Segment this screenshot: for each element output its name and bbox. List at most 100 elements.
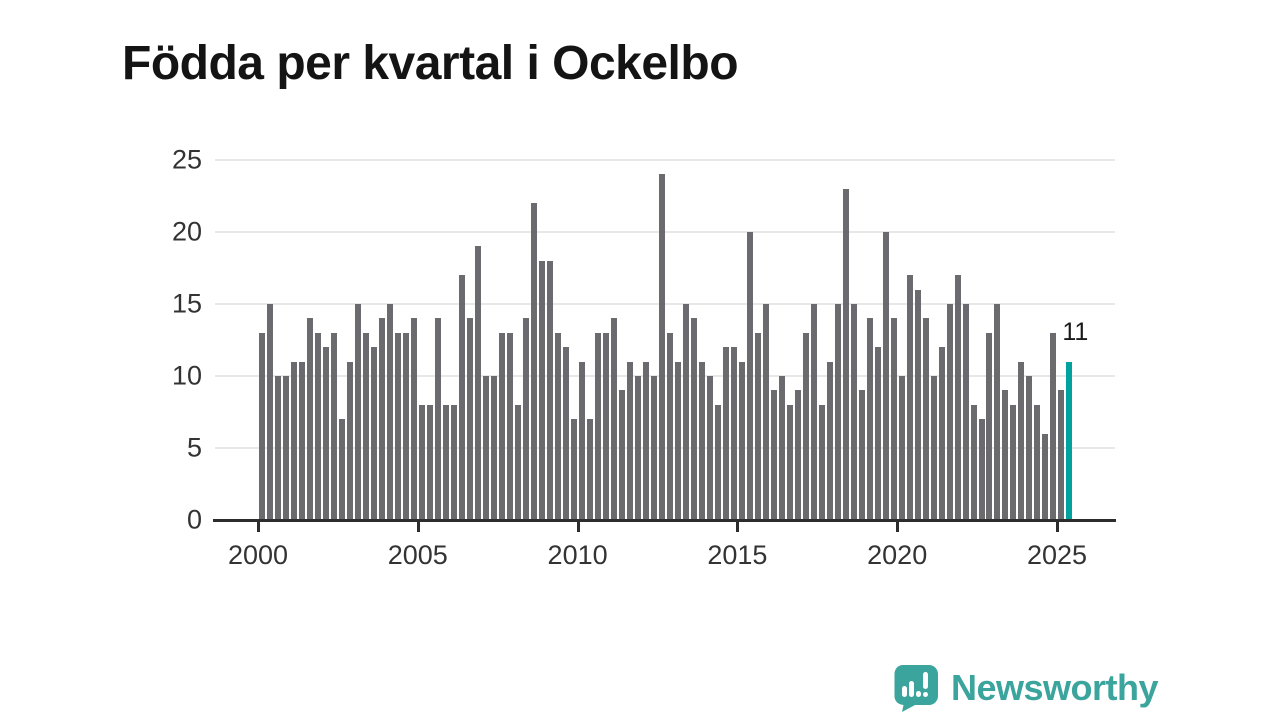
bar-2012Q4 — [666, 332, 673, 520]
bar-2006Q2 — [459, 275, 466, 520]
bar-2008Q2 — [523, 318, 530, 520]
chart-title: Födda per kvartal i Ockelbo — [122, 37, 739, 91]
bar-2014Q3 — [722, 347, 729, 520]
bar-2009Q1 — [547, 260, 554, 520]
bar-2001Q1 — [291, 361, 298, 520]
x-tick-2025 — [1056, 522, 1059, 532]
x-tick-2020 — [896, 522, 900, 532]
newsworthy-logo: Newsworthy — [893, 664, 1159, 712]
bar-2022Q4 — [986, 332, 993, 520]
bar-2013Q2 — [682, 304, 689, 520]
bar-2020Q3 — [914, 289, 921, 520]
bar-2021Q4 — [954, 275, 961, 520]
bar-2019Q2 — [874, 347, 881, 520]
x-tick-label-2015: 2015 — [707, 540, 768, 570]
bar-2024Q3 — [1042, 433, 1049, 520]
bar-2004Q2 — [395, 332, 402, 520]
bar-2025Q2 — [1066, 361, 1073, 520]
y-tick-label-10: 10 — [171, 360, 202, 391]
x-tick-2000 — [257, 522, 260, 532]
bar-2002Q1 — [323, 347, 330, 520]
bar-2002Q3 — [339, 419, 346, 520]
gridline-y-20 — [215, 231, 1115, 233]
gridline-y-15 — [215, 303, 1115, 305]
bar-2011Q1 — [610, 318, 617, 520]
bar-2005Q4 — [443, 404, 450, 520]
newsworthy-speech-bubble-chart-icon — [894, 665, 938, 712]
bar-2011Q4 — [634, 376, 641, 520]
bar-2022Q3 — [978, 419, 985, 520]
bar-2021Q1 — [930, 376, 937, 520]
x-tick-label-2005: 2005 — [387, 540, 448, 570]
bar-2014Q4 — [730, 347, 737, 520]
x-tick-label-2000: 2000 — [227, 540, 289, 570]
y-tick-label-20: 20 — [171, 216, 202, 247]
bar-2005Q1 — [419, 404, 426, 520]
bar-2015Q4 — [762, 304, 769, 520]
bar-2017Q4 — [826, 361, 833, 520]
bar-2001Q3 — [307, 318, 314, 520]
bar-2006Q4 — [475, 246, 482, 520]
bar-2024Q1 — [1026, 376, 1033, 520]
y-tick-label-25: 25 — [171, 144, 202, 175]
bar-2013Q3 — [690, 318, 697, 520]
bar-2000Q2 — [267, 304, 274, 520]
bar-2018Q1 — [834, 304, 841, 520]
bar-2010Q2 — [586, 419, 593, 520]
bar-2006Q3 — [467, 318, 474, 520]
bar-2013Q4 — [698, 361, 705, 520]
bar-2016Q1 — [770, 390, 777, 520]
bar-2014Q2 — [714, 404, 721, 520]
bar-2008Q4 — [539, 260, 546, 520]
newsworthy-wordmark: Newsworthy — [950, 667, 1159, 708]
bar-2005Q3 — [435, 318, 442, 520]
bar-2002Q4 — [347, 361, 354, 520]
bar-2015Q3 — [754, 332, 761, 520]
bar-2002Q2 — [331, 332, 338, 520]
bar-2000Q1 — [259, 332, 266, 520]
bar-2020Q2 — [906, 275, 913, 520]
bar-2018Q2 — [842, 188, 849, 520]
bar-2003Q3 — [371, 347, 378, 520]
last-bar-value-annotation: 11 — [1062, 317, 1089, 346]
bar-2000Q4 — [283, 376, 290, 520]
x-tick-2010 — [576, 522, 580, 532]
y-tick-label-5: 5 — [186, 432, 202, 463]
bar-2023Q3 — [1010, 404, 1017, 520]
bar-2008Q3 — [531, 203, 538, 520]
bar-2003Q1 — [355, 304, 362, 520]
bar-2016Q3 — [786, 404, 793, 520]
bar-2010Q1 — [579, 361, 585, 520]
bar-2019Q4 — [890, 318, 897, 520]
bar-2022Q2 — [970, 404, 977, 520]
bar-2009Q3 — [563, 347, 570, 520]
x-tick-label-2025: 2025 — [1026, 540, 1088, 570]
bar-2010Q3 — [594, 332, 601, 520]
bar-2003Q4 — [379, 318, 386, 520]
x-tick-2015 — [736, 522, 740, 532]
bar-2007Q1 — [483, 376, 490, 520]
bar-2017Q1 — [802, 332, 809, 520]
x-axis-line — [213, 519, 1116, 522]
bar-2004Q4 — [411, 318, 418, 520]
bar-2019Q1 — [866, 318, 873, 520]
bar-2011Q2 — [618, 390, 625, 520]
bar-2021Q3 — [946, 304, 953, 520]
bar-2010Q4 — [602, 332, 609, 520]
bar-2020Q4 — [922, 318, 929, 520]
bar-2025Q1 — [1058, 390, 1065, 520]
x-tick-label-2020: 2020 — [867, 540, 928, 570]
bar-2006Q1 — [451, 404, 458, 520]
bar-2018Q4 — [858, 390, 865, 520]
bar-2016Q4 — [794, 390, 801, 520]
bar-2022Q1 — [962, 304, 969, 520]
bar-2012Q2 — [650, 376, 657, 520]
bar-2021Q2 — [938, 347, 945, 520]
bar-2007Q3 — [499, 332, 506, 520]
bar-2020Q1 — [898, 376, 905, 520]
bar-2023Q4 — [1018, 361, 1025, 520]
bar-2012Q3 — [658, 174, 665, 520]
bar-2012Q1 — [642, 361, 649, 520]
bar-2000Q3 — [275, 376, 282, 520]
